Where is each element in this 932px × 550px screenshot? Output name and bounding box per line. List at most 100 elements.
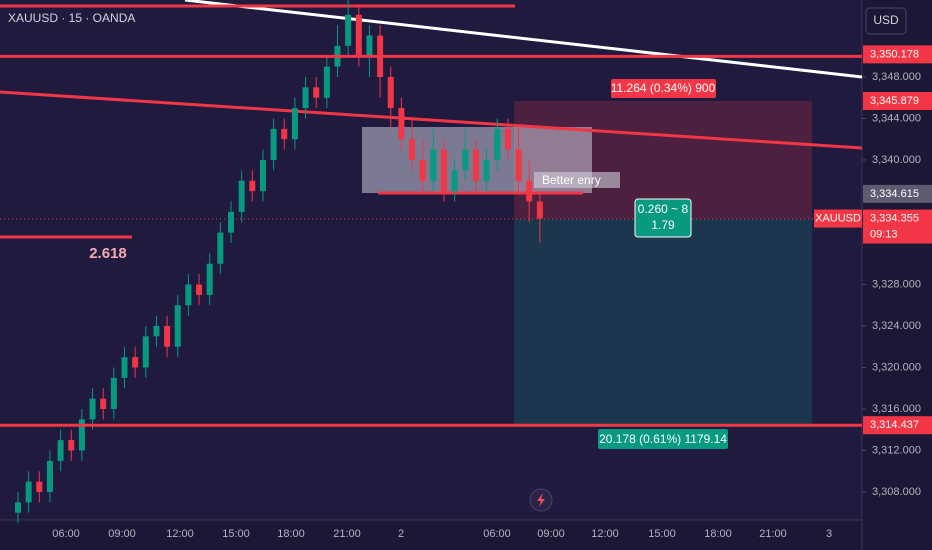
candle-body (36, 481, 43, 492)
trendline (184, 0, 863, 79)
x-tick-label: 3 (826, 528, 832, 540)
candle-body (441, 149, 447, 192)
candle-body (430, 149, 437, 181)
price-badge-label: 3,314.437 (870, 419, 919, 431)
candle-body (238, 180, 245, 212)
x-tick-label: 09:00 (537, 528, 565, 540)
alert-glyph (537, 493, 545, 507)
price-badge (863, 416, 932, 435)
x-tick-label: 06:00 (483, 528, 511, 540)
candle-body (483, 159, 490, 181)
x-tick-label: 12:00 (166, 528, 194, 540)
candle-body (142, 336, 149, 368)
price-badge (863, 45, 932, 64)
y-tick-label: 3,312.000 (872, 444, 921, 456)
candle-body (462, 149, 469, 171)
price-badge-label: 3,345.879 (870, 95, 919, 107)
candle-body (110, 377, 117, 409)
ratio-badge (634, 198, 692, 238)
symbol-title: XAUUSD · 15 · OANDA (8, 11, 135, 25)
candle-body (291, 108, 298, 140)
price-axis-bg (862, 0, 932, 550)
candle-body (89, 398, 96, 420)
candle-body (153, 325, 160, 337)
candle-body (174, 305, 181, 347)
candle-body (409, 139, 416, 160)
candle-body (196, 284, 203, 295)
candle-body (259, 159, 266, 192)
y-tick-label: 3,344.000 (872, 112, 921, 124)
y-tick-label: 3,308.000 (872, 486, 921, 498)
price-badge (863, 184, 932, 203)
x-tick-label: 09:00 (108, 528, 136, 540)
trendline (0, 90, 863, 150)
x-tick-label: 12:00 (591, 528, 619, 540)
currency-button[interactable] (865, 7, 907, 35)
y-tick-label: 3,316.000 (872, 403, 921, 415)
candle-body (78, 419, 85, 451)
candle-body (504, 128, 511, 150)
x-tick-label: 06:00 (52, 528, 80, 540)
stop-zone (514, 219, 812, 427)
candle-body (536, 201, 543, 219)
y-tick-label: 3,320.000 (872, 361, 921, 373)
candle-body (228, 211, 234, 233)
ratio-label: 1.79 (651, 218, 675, 232)
note-label: Better enry (542, 173, 601, 187)
y-tick-label: 3,328.000 (872, 278, 921, 290)
symbol-label: XAUUSD (815, 212, 861, 224)
legend-bg (12, 8, 152, 30)
y-tick-label: 3,348.000 (872, 71, 921, 83)
candle-body (249, 180, 256, 192)
x-tick-label: 21:00 (759, 528, 787, 540)
candle-body (206, 263, 213, 295)
candle-body (121, 357, 128, 378)
last-price-label: 3,334.355 (870, 212, 919, 224)
currency[interactable]: USD (873, 13, 899, 27)
price-badge (863, 91, 932, 110)
candle-body (355, 14, 362, 57)
candle-body (46, 460, 53, 492)
candle-body (15, 502, 21, 513)
candle-body (313, 87, 320, 98)
candle-body (323, 66, 330, 98)
candle-body (57, 440, 64, 461)
candle-body (68, 440, 75, 451)
x-tick-label: 15:00 (222, 528, 250, 540)
target-label: 11.264 (0.34%) 900 (611, 81, 716, 95)
candle-body (217, 232, 224, 264)
target-badge (611, 79, 716, 98)
y-tick-label: 3,324.000 (872, 320, 921, 332)
symbol-badge (814, 209, 862, 228)
price-badge-label: 3,334.615 (870, 188, 919, 200)
candle-body (345, 14, 352, 46)
candle-body (164, 325, 171, 347)
stop-badge (598, 429, 728, 449)
x-tick-label: 18:00 (704, 528, 732, 540)
last-price-badge (863, 209, 932, 244)
candle-body (472, 149, 479, 181)
time-axis-bg (0, 520, 862, 550)
stop-label: 20.178 (0.61%) 1179.14 (599, 432, 727, 446)
ratio-label: 0.260 ~ 8 (638, 202, 689, 216)
note-bg (534, 172, 620, 188)
candle-body (100, 398, 107, 409)
candles (15, 0, 543, 524)
price-badge-label: 3,350.178 (870, 48, 919, 60)
fib-label: 2.618 (89, 245, 127, 262)
candle-body (302, 87, 309, 109)
y-tick-label: 3,340.000 (872, 154, 921, 166)
candle-body (270, 128, 277, 160)
countdown: 09:13 (870, 228, 898, 240)
candle-body (526, 180, 533, 202)
candle-body (398, 108, 405, 140)
candle-body (185, 284, 192, 306)
candle-body (494, 128, 501, 160)
x-tick-label: 21:00 (333, 528, 361, 540)
candle-body (419, 159, 426, 181)
x-tick-label: 15:00 (648, 528, 676, 540)
candle-body (281, 128, 288, 140)
candle-body (25, 481, 32, 503)
